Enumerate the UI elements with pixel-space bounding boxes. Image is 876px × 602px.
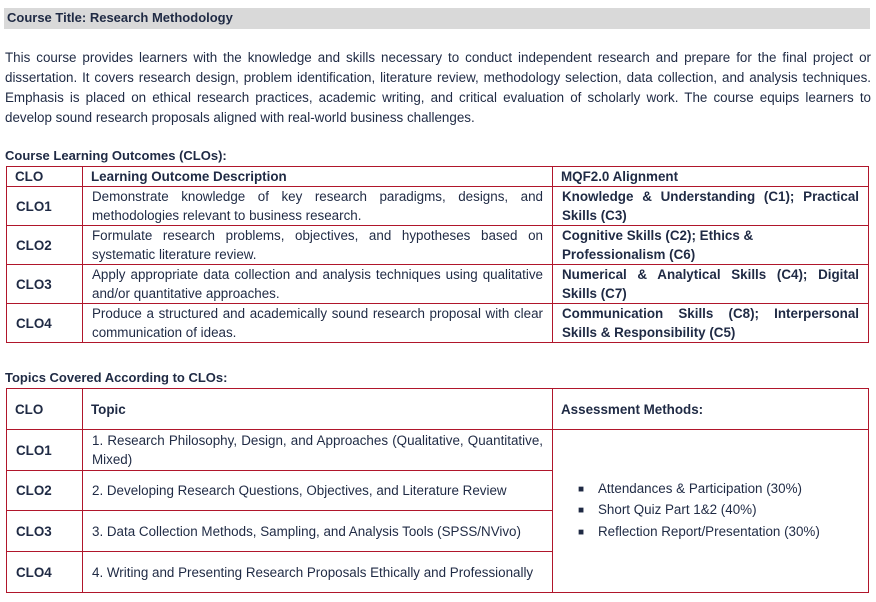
clo-alignment: Knowledge & Understanding (C1); Practica… — [552, 186, 869, 226]
clo-table: CLO Learning Outcome Description MQF2.0 … — [6, 166, 869, 343]
table-row: CLO4 Produce a structured and academical… — [6, 303, 869, 343]
column-header-description: Learning Outcome Description — [82, 166, 553, 187]
topic-text: 4. Writing and Presenting Research Propo… — [82, 551, 553, 593]
column-header-assessment: Assessment Methods: — [552, 388, 869, 430]
topic-clo-code: CLO1 — [6, 429, 83, 471]
clo-description: Formulate research problems, objectives,… — [82, 225, 553, 265]
topic-clo-code: CLO3 — [6, 510, 83, 552]
clo-code: CLO3 — [6, 264, 83, 304]
clo-description: Produce a structured and academically so… — [82, 303, 553, 343]
topic-text: 1. Research Philosophy, Design, and Appr… — [82, 429, 553, 471]
clo-code: CLO1 — [6, 186, 83, 226]
clo-section-heading: Course Learning Outcomes (CLOs): — [5, 148, 227, 163]
table-header-row: CLO Topic Assessment Methods: — [6, 388, 869, 430]
column-header-clo: CLO — [6, 166, 83, 187]
course-description: This course provides learners with the k… — [5, 50, 871, 125]
clo-alignment: Cognitive Skills (C2); Ethics & Professi… — [552, 225, 869, 265]
topic-text: 2. Developing Research Questions, Object… — [82, 470, 553, 511]
column-header-alignment: MQF2.0 Alignment — [552, 166, 869, 187]
topics-table: CLO Topic Assessment Methods: CLO1 1. Re… — [6, 388, 869, 593]
topic-clo-code: CLO4 — [6, 551, 83, 593]
clo-code: CLO2 — [6, 225, 83, 265]
clo-description: Apply appropriate data collection and an… — [82, 264, 553, 304]
column-header-clo: CLO — [6, 388, 83, 430]
table-header-row: CLO Learning Outcome Description MQF2.0 … — [6, 166, 869, 187]
column-header-topic: Topic — [82, 388, 553, 430]
assessment-item: Attendances & Participation (30%) — [598, 480, 802, 496]
topics-section-heading: Topics Covered According to CLOs: — [5, 370, 228, 385]
list-item: ■ Short Quiz Part 1&2 (40%) — [578, 500, 859, 522]
table-row: CLO1 Demonstrate knowledge of key resear… — [6, 186, 869, 226]
clo-code: CLO4 — [6, 303, 83, 343]
topic-clo-code: CLO2 — [6, 470, 83, 511]
table-row: CLO4 4. Writing and Presenting Research … — [6, 551, 869, 593]
assessment-list: ■ Attendances & Participation (30%) ■ Shor… — [562, 479, 859, 544]
table-row: CLO1 1. Research Philosophy, Design, and… — [6, 429, 869, 593]
clo-alignment: Communication Skills (C8); Interpersonal… — [552, 303, 869, 343]
list-item: ■ Attendances & Participation (30%) — [578, 479, 859, 501]
square-bullet-icon: ■ — [578, 505, 585, 517]
assessment-item: Reflection Report/Presentation (30%) — [598, 523, 820, 539]
clo-description: Demonstrate knowledge of key research pa… — [82, 186, 553, 226]
list-item: ■ Reflection Report/Presentation (30%) — [578, 522, 859, 544]
clo-alignment: Numerical & Analytical Skills (C4); Digi… — [552, 264, 869, 304]
course-title: Course Title: Research Methodology — [4, 8, 870, 29]
table-row: CLO2 Formulate research problems, object… — [6, 225, 869, 265]
assessment-item: Short Quiz Part 1&2 (40%) — [598, 502, 757, 518]
square-bullet-icon: ■ — [578, 526, 585, 538]
square-bullet-icon: ■ — [578, 483, 585, 495]
assessment-methods-cell: ■ Attendances & Participation (30%) ■ Shor… — [552, 429, 869, 593]
topic-text: 3. Data Collection Methods, Sampling, an… — [82, 510, 553, 552]
table-row: CLO3 3. Data Collection Methods, Samplin… — [6, 510, 869, 552]
table-row: CLO3 Apply appropriate data collection a… — [6, 264, 869, 304]
table-row: CLO2 2. Developing Research Questions, O… — [6, 470, 869, 511]
